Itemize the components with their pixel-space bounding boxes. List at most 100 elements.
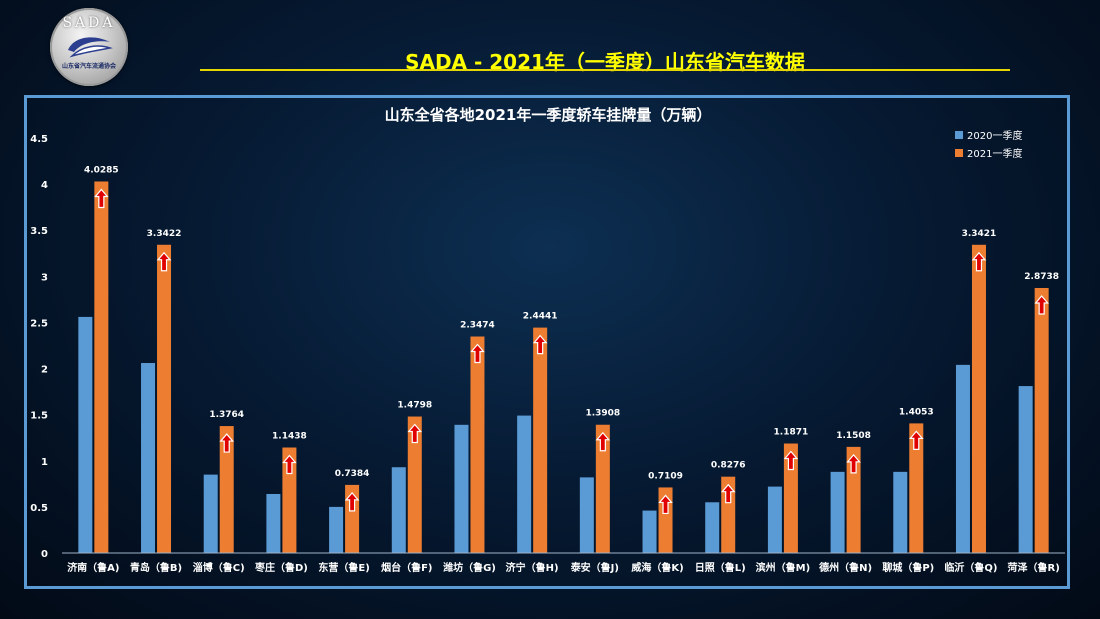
- up-arrow-icon: [219, 433, 235, 453]
- bar-2021: [909, 423, 924, 553]
- data-label: 2.3474: [460, 321, 495, 331]
- bar-2020: [642, 510, 657, 553]
- bar-2020: [391, 467, 406, 553]
- x-tick-label: 烟台（鲁F): [381, 561, 432, 574]
- x-tick-label: 日照（鲁L): [695, 561, 746, 574]
- up-arrow-icon: [658, 494, 673, 515]
- up-arrow-icon: [94, 188, 109, 209]
- logo-swoosh-icon: [68, 37, 113, 58]
- bar-2020: [78, 316, 93, 553]
- bar-2021: [282, 447, 297, 553]
- up-arrow-icon: [156, 251, 172, 272]
- x-axis: 济南（鲁A) 青岛（鲁B) 淄博（鲁C) 枣庄（鲁D) 东营（鲁E) 烟台（鲁F) 潍坊（鲁…: [62, 552, 1065, 574]
- data-label: 4.0285: [84, 165, 119, 175]
- data-label: 1.3908: [585, 409, 620, 419]
- data-label: 1.1871: [774, 428, 809, 438]
- bar-2021: [407, 416, 422, 553]
- bar-2021: [470, 336, 485, 553]
- up-arrow-icon: [407, 423, 423, 444]
- data-label: 1.3764: [209, 410, 244, 420]
- bar-2020: [955, 364, 970, 553]
- logo-text: SADA: [62, 15, 116, 31]
- title-underline: [200, 69, 1010, 71]
- up-arrow-icon: [344, 491, 360, 512]
- legend: 2020一季度 2021一季度: [955, 129, 1022, 160]
- bar-2020: [830, 471, 845, 553]
- data-label: 1.4798: [397, 401, 432, 411]
- x-tick-label: 临沂（鲁Q): [944, 561, 997, 574]
- chart-title: 山东全省各地2021年一季度轿车挂牌量（万辆）: [385, 106, 712, 124]
- chart-frame: [24, 95, 1070, 589]
- x-tick-label: 青岛（鲁B): [130, 561, 182, 574]
- bar-2020: [1018, 386, 1033, 553]
- bar-2020: [893, 471, 908, 553]
- bars: 4.0285 3.3422 1.3764 1.1438 0.7384 1.4798 2.34…: [78, 165, 1059, 553]
- bar-2021: [219, 426, 234, 553]
- data-label: 1.1508: [836, 431, 871, 441]
- up-arrow-icon: [908, 430, 924, 450]
- x-tick-label: 德州（鲁N): [818, 561, 872, 574]
- data-label: 0.8276: [711, 461, 746, 471]
- legend-swatch-2020: [955, 131, 963, 139]
- up-arrow-icon: [971, 251, 987, 272]
- legend-label-2021: 2021一季度: [967, 147, 1022, 160]
- data-label: 1.4053: [899, 407, 934, 417]
- bar-2020: [579, 477, 594, 553]
- x-tick-label: 泰安（鲁J): [570, 561, 619, 574]
- data-label: 1.1438: [272, 432, 307, 442]
- legend-swatch-2021: [955, 149, 963, 157]
- bar-2020: [767, 486, 782, 553]
- y-tick-label: 4: [41, 180, 48, 191]
- up-arrow-icon: [720, 483, 736, 504]
- y-axis: 0 0.5 1 1.5 2 2.5 3 3.5 4 4.5: [30, 134, 48, 560]
- sada-logo: SADA 山东省汽车流通协会: [50, 8, 128, 86]
- bar-2021: [595, 424, 610, 553]
- bar-2020: [266, 493, 281, 553]
- bar-2020: [705, 502, 720, 553]
- bar-2021: [846, 446, 861, 553]
- bar-2021: [1034, 287, 1049, 553]
- x-tick-label: 济南（鲁A): [67, 561, 119, 574]
- y-tick-label: 0.5: [30, 503, 48, 514]
- bar-2020: [203, 474, 218, 553]
- x-tick-label: 枣庄（鲁D): [254, 561, 308, 574]
- x-tick-label: 济宁（鲁H): [506, 561, 559, 574]
- data-label: 3.3421: [962, 229, 997, 239]
- bar-2021: [971, 244, 986, 553]
- y-tick-label: 3: [41, 272, 48, 283]
- bar-2021: [721, 476, 736, 553]
- x-tick-label: 聊城（鲁P): [882, 561, 934, 574]
- up-arrow-icon: [595, 431, 611, 452]
- legend-label-2020: 2020一季度: [967, 129, 1022, 142]
- up-arrow-icon: [1034, 295, 1049, 315]
- x-tick-label: 东营（鲁E): [318, 561, 369, 574]
- bar-2020: [517, 415, 532, 553]
- y-tick-label: 1.5: [30, 411, 48, 422]
- data-label: 2.4441: [523, 312, 558, 322]
- bar-2020: [141, 363, 156, 553]
- data-label: 2.8738: [1024, 272, 1059, 282]
- x-tick-label: 滨州（鲁M): [756, 561, 811, 574]
- up-arrow-icon: [532, 334, 548, 355]
- data-label: 3.3422: [147, 229, 182, 239]
- up-arrow-icon: [470, 343, 485, 364]
- data-label: 0.7384: [335, 469, 370, 479]
- logo-subtext: 山东省汽车流通协会: [61, 63, 116, 70]
- y-tick-label: 0: [41, 549, 48, 560]
- y-tick-label: 4.5: [30, 134, 48, 145]
- y-tick-label: 2.5: [30, 318, 48, 329]
- bar-2021: [345, 484, 360, 553]
- y-tick-label: 3.5: [30, 226, 48, 237]
- x-tick-label: 菏泽（鲁R): [1008, 561, 1060, 574]
- up-arrow-icon: [846, 453, 861, 474]
- bar-2021: [658, 487, 673, 553]
- x-tick-label: 威海（鲁K): [631, 561, 683, 574]
- x-tick-label: 潍坊（鲁G): [443, 561, 496, 574]
- bar-2021: [94, 181, 109, 553]
- bar-2021: [157, 244, 172, 553]
- bar-2021: [533, 327, 548, 553]
- up-arrow-icon: [783, 450, 799, 471]
- data-label: 0.7109: [648, 471, 683, 481]
- x-tick-label: 淄博（鲁C): [193, 561, 245, 574]
